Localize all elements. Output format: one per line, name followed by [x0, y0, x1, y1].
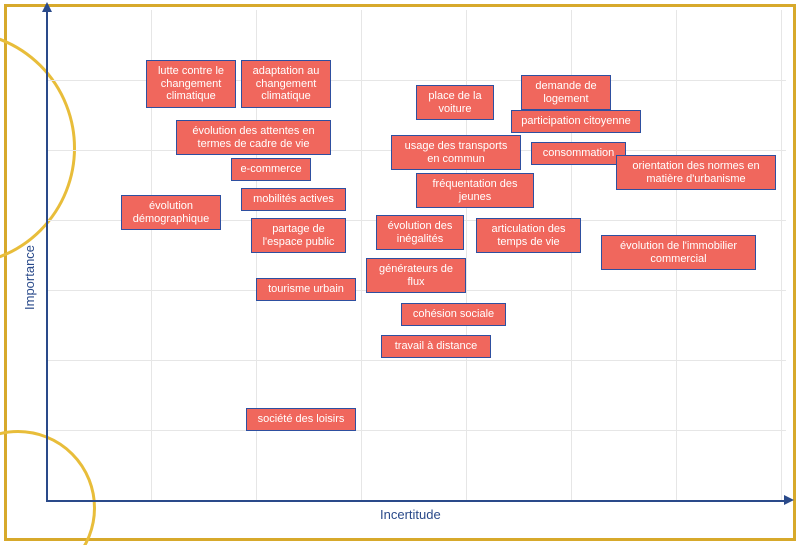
node-participation-citoyenne: participation citoyenne	[511, 110, 641, 133]
y-axis	[46, 10, 48, 500]
x-axis	[46, 500, 786, 502]
node-orientation-normes-urbanisme: orientation des normes enmatière d'urban…	[616, 155, 776, 190]
y-axis-arrow	[42, 2, 52, 12]
gridline-vertical	[361, 10, 362, 500]
node-e-commerce: e-commerce	[231, 158, 311, 181]
node-usage-transports-commun: usage des transportsen commun	[391, 135, 521, 170]
gridline-horizontal	[46, 430, 786, 431]
node-articulation-temps-vie: articulation destemps de vie	[476, 218, 581, 253]
y-axis-label: Importance	[22, 245, 37, 310]
node-tourisme-urbain: tourisme urbain	[256, 278, 356, 301]
node-adaptation-changement-climatique: adaptation auchangementclimatique	[241, 60, 331, 108]
node-societe-loisirs: société des loisirs	[246, 408, 356, 431]
node-travail-a-distance: travail à distance	[381, 335, 491, 358]
x-axis-arrow	[784, 495, 794, 505]
node-frequentation-jeunes: fréquentation desjeunes	[416, 173, 534, 208]
node-generateurs-flux: générateurs deflux	[366, 258, 466, 293]
node-demande-logement: demande delogement	[521, 75, 611, 110]
gridline-vertical	[466, 10, 467, 500]
node-place-voiture: place de lavoiture	[416, 85, 494, 120]
gridline-horizontal	[46, 360, 786, 361]
x-axis-label: Incertitude	[380, 507, 441, 522]
node-cohesion-sociale: cohésion sociale	[401, 303, 506, 326]
node-evolution-inegalites: évolution desinégalités	[376, 215, 464, 250]
node-evolution-immobilier-commercial: évolution de l'immobiliercommercial	[601, 235, 756, 270]
node-lutte-changement-climatique: lutte contre lechangementclimatique	[146, 60, 236, 108]
gridline-vertical	[781, 10, 782, 500]
scatter-plot: lutte contre lechangementclimatiqueadapt…	[46, 10, 786, 500]
node-partage-espace-public: partage del'espace public	[251, 218, 346, 253]
node-evolution-attentes-cadre-vie: évolution des attentes entermes de cadre…	[176, 120, 331, 155]
node-evolution-demographique: évolutiondémographique	[121, 195, 221, 230]
node-consommation: consommation	[531, 142, 626, 165]
node-mobilites-actives: mobilités actives	[241, 188, 346, 211]
